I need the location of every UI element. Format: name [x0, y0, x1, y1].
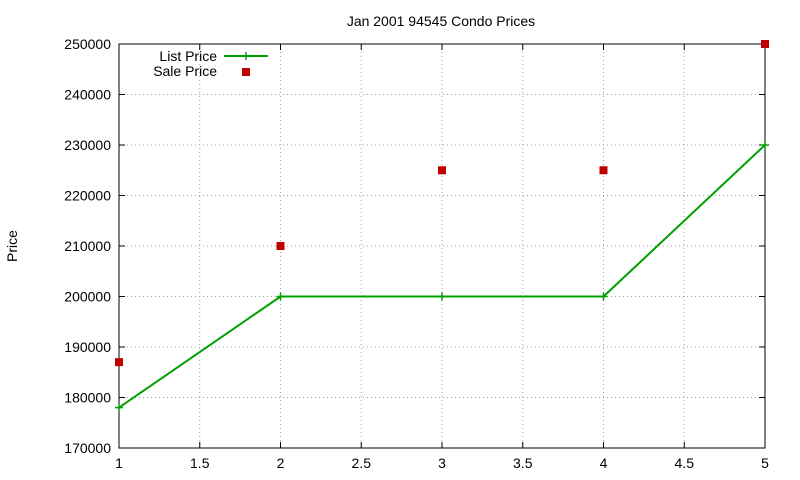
sale-price-point [761, 40, 769, 48]
grid [119, 44, 765, 448]
series-sale-price [115, 40, 769, 367]
list-price-point [276, 292, 285, 301]
y-axis-label: Price [4, 230, 20, 262]
y-tick-label: 170000 [64, 440, 111, 456]
list-price-point [599, 292, 608, 301]
x-tick-label: 2 [277, 455, 285, 471]
y-tick-label: 200000 [64, 289, 111, 305]
y-tick-label: 190000 [64, 339, 111, 355]
sale-price-point [115, 358, 123, 367]
sale-price-point [276, 242, 285, 250]
x-tick-label: 1.5 [190, 455, 210, 471]
sale-price-point [438, 166, 446, 175]
chart-title: Jan 2001 94545 Condo Prices [347, 13, 535, 29]
y-tick-label: 180000 [64, 390, 111, 406]
legend-label: List Price [159, 48, 217, 64]
y-tick-label: 240000 [64, 87, 111, 103]
x-tick-label: 2.5 [352, 455, 372, 471]
legend-plus-swatch [242, 52, 250, 60]
legend-label: Sale Price [153, 63, 217, 79]
axis-ticks: 1 1.5 2 2.5 3 3.5 4 4.5 5 170000 180000 190000 20000… [64, 36, 769, 471]
x-tick-label: 4 [600, 455, 608, 471]
y-tick-label: 220000 [64, 188, 111, 204]
legend-square-swatch [242, 68, 250, 76]
x-tick-label: 4.5 [675, 455, 695, 471]
list-price-point [115, 403, 123, 412]
y-tick-label: 210000 [64, 238, 111, 254]
series-list-price [115, 141, 769, 412]
series-layer [115, 40, 769, 412]
x-tick-label: 3.5 [513, 455, 533, 471]
x-tick-label: 5 [761, 455, 769, 471]
list-price-point [438, 292, 446, 301]
y-tick-label: 230000 [64, 137, 111, 153]
x-tick-label: 3 [438, 455, 446, 471]
list-price-point [761, 141, 769, 149]
y-tick-label: 250000 [64, 36, 111, 52]
x-tick-label: 1 [115, 455, 123, 471]
sale-price-point [599, 166, 608, 175]
